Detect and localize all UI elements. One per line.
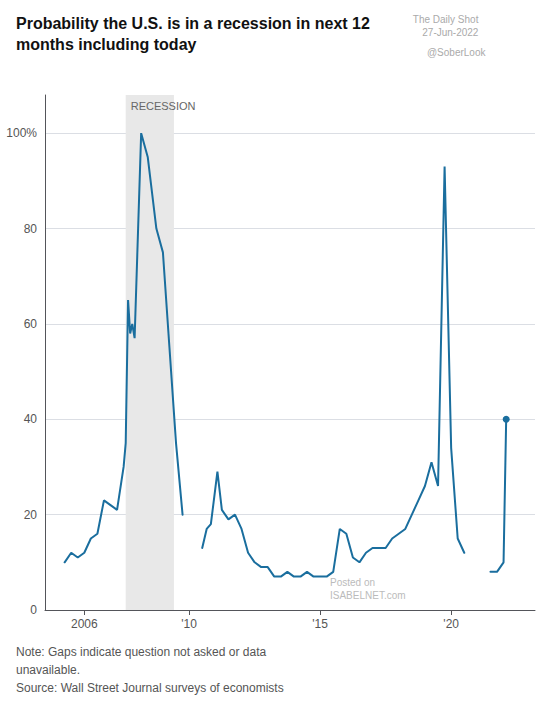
svg-text:60: 60: [24, 317, 38, 331]
svg-text:@SoberLook: @SoberLook: [427, 47, 487, 58]
svg-text:Probability the U.S. is in a r: Probability the U.S. is in a recession i…: [16, 15, 370, 32]
svg-text:20: 20: [24, 508, 38, 522]
svg-text:100%: 100%: [6, 126, 37, 140]
svg-text:The Daily Shot: The Daily Shot: [413, 14, 479, 25]
svg-text:Source: Wall Street Journal su: Source: Wall Street Journal surveys of e…: [16, 681, 284, 695]
svg-text:80: 80: [24, 222, 38, 236]
svg-text:ISABELNET.com: ISABELNET.com: [330, 590, 406, 601]
svg-text:months including today: months including today: [16, 36, 197, 53]
svg-text:unavailable.: unavailable.: [16, 663, 80, 677]
svg-text:27-Jun-2022: 27-Jun-2022: [422, 27, 479, 38]
svg-text:'15: '15: [312, 617, 328, 631]
svg-text:'20: '20: [443, 617, 459, 631]
svg-text:'10: '10: [181, 617, 197, 631]
svg-text:2006: 2006: [71, 617, 98, 631]
svg-text:Note: Gaps indicate question n: Note: Gaps indicate question not asked o…: [16, 645, 266, 659]
svg-text:RECESSION: RECESSION: [131, 100, 196, 112]
svg-text:Posted on: Posted on: [330, 577, 375, 588]
svg-text:40: 40: [24, 412, 38, 426]
svg-text:0: 0: [30, 603, 37, 617]
